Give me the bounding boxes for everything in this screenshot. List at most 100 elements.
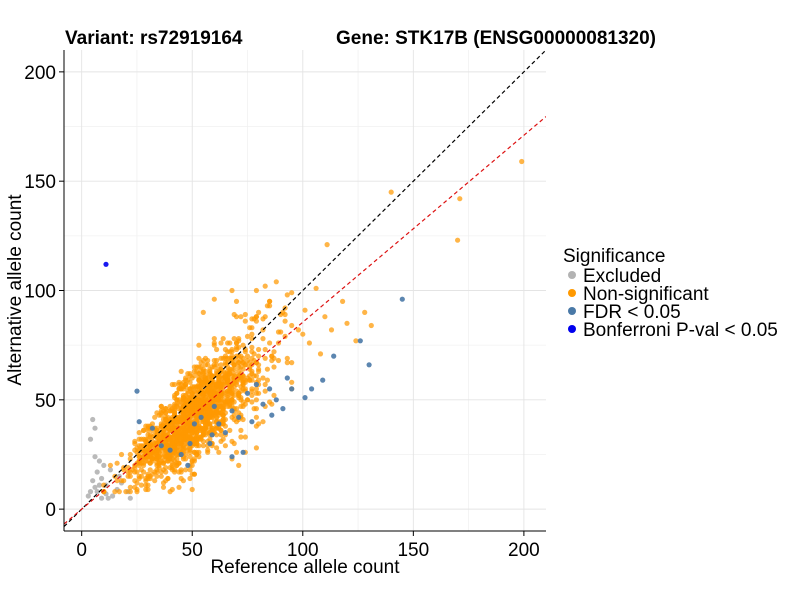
point-non-significant (136, 430, 142, 436)
point-non-significant (143, 436, 149, 442)
point-excluded (87, 436, 94, 442)
point-non-significant (202, 355, 209, 361)
point-excluded (87, 489, 94, 495)
point-fdr-0-05 (320, 377, 326, 383)
point-fdr-0-05 (267, 386, 273, 392)
point-non-significant (225, 340, 231, 346)
point-non-significant (134, 449, 140, 455)
point-non-significant (180, 416, 186, 423)
point-non-significant (174, 401, 180, 407)
point-non-significant (249, 386, 255, 392)
point-non-significant (169, 465, 175, 471)
point-non-significant (149, 434, 155, 440)
point-non-significant (269, 353, 275, 359)
point-non-significant (227, 427, 233, 433)
point-non-significant (269, 357, 275, 364)
data-points (85, 158, 525, 501)
point-non-significant (176, 386, 182, 392)
point-fdr-0-05 (211, 403, 217, 409)
point-non-significant (172, 395, 178, 401)
point-excluded (107, 467, 113, 473)
point-fdr-0-05 (229, 408, 235, 414)
point-non-significant (149, 471, 155, 477)
point-fdr-0-05 (236, 414, 242, 420)
grid-lines (64, 50, 546, 531)
point-non-significant (289, 379, 295, 385)
point-fdr-0-05 (229, 454, 235, 460)
point-non-significant (231, 412, 237, 418)
point-non-significant (216, 373, 222, 379)
point-non-significant-outliers (317, 351, 324, 357)
point-non-significant (244, 397, 251, 403)
point-non-significant (244, 353, 251, 359)
point-non-significant (183, 375, 189, 381)
point-non-significant (289, 322, 295, 329)
point-non-significant (225, 379, 231, 385)
y-tick-label: 100 (24, 282, 56, 303)
point-non-significant (209, 381, 215, 388)
point-fdr-0-05 (216, 421, 222, 427)
point-non-significant (152, 440, 158, 447)
point-non-significant (205, 421, 211, 427)
point-non-significant-outliers (233, 298, 240, 304)
point-non-significant (227, 384, 233, 390)
point-non-significant-outliers (284, 360, 290, 366)
point-non-significant (154, 467, 160, 473)
point-non-significant (189, 386, 195, 392)
title-left: Variant: rs72919164 (65, 28, 243, 49)
point-non-significant (176, 469, 182, 475)
point-non-significant (260, 336, 266, 342)
point-non-significant (163, 410, 169, 416)
point-non-significant-outliers (295, 327, 301, 333)
point-non-significant (222, 373, 228, 379)
point-non-significant (191, 364, 197, 370)
point-non-significant (253, 386, 259, 392)
y-tick-label: 200 (24, 63, 56, 84)
point-non-significant (183, 436, 189, 442)
point-non-significant (167, 489, 173, 495)
point-non-significant (242, 318, 248, 324)
point-non-significant (271, 364, 277, 370)
point-non-significant (158, 412, 164, 418)
point-non-significant (107, 462, 113, 468)
point-non-significant-outliers (313, 285, 319, 291)
point-excluded (92, 484, 98, 490)
point-fdr-0-05 (207, 440, 213, 447)
point-non-significant (244, 357, 251, 364)
point-non-significant (143, 486, 149, 493)
point-non-significant (249, 377, 255, 383)
point-non-significant (207, 366, 213, 372)
point-non-significant (202, 395, 209, 401)
point-non-significant (127, 473, 133, 479)
point-non-significant (233, 346, 240, 353)
point-non-significant (145, 482, 151, 488)
point-non-significant (284, 292, 290, 298)
legend-label: FDR < 0.05 (583, 302, 681, 323)
point-non-significant (114, 478, 120, 484)
point-non-significant (253, 423, 259, 429)
reference-lines (64, 50, 546, 528)
point-non-significant (242, 362, 248, 368)
point-non-significant (220, 436, 226, 442)
point-excluded (92, 454, 98, 460)
point-non-significant (271, 349, 277, 355)
point-non-significant (209, 395, 215, 401)
point-non-significant (189, 458, 195, 464)
point-non-significant (236, 360, 242, 366)
point-non-significant (231, 399, 237, 405)
point-non-significant (178, 430, 184, 436)
x-axis-label: Reference allele count (210, 557, 400, 578)
point-fdr-0-05 (309, 386, 315, 392)
point-non-significant (147, 460, 153, 466)
point-fdr-0-05 (222, 430, 228, 436)
point-non-significant (249, 355, 255, 361)
point-fdr-0-05 (273, 397, 279, 403)
ratio-line (64, 116, 546, 525)
point-non-significant (112, 489, 118, 495)
point-non-significant (282, 311, 288, 318)
point-non-significant (260, 375, 266, 381)
legend-marker (568, 307, 576, 315)
point-non-significant (147, 443, 153, 449)
point-non-significant (198, 434, 204, 440)
point-non-significant (114, 460, 120, 466)
